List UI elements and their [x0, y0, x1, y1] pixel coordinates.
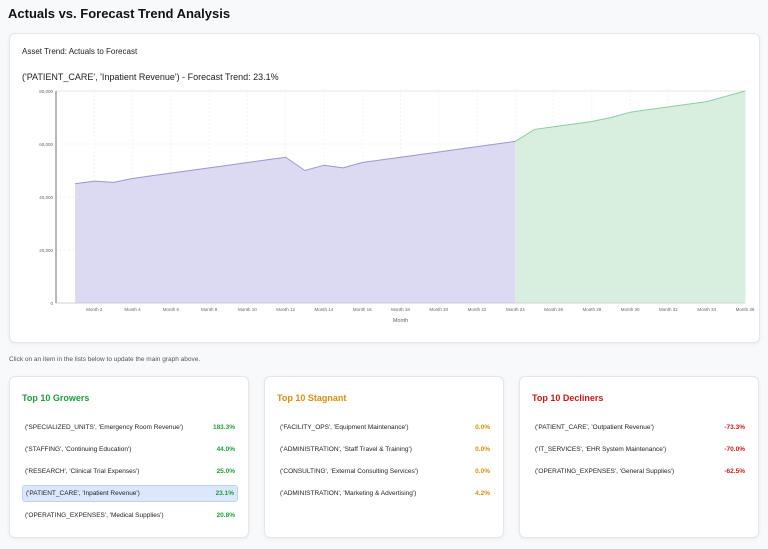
item-label: ('ADMINISTRATION', 'Marketing & Advertis… — [280, 490, 417, 497]
stagnant-list: ('FACILITY_OPS', 'Equipment Maintenance'… — [277, 419, 493, 507]
list-item[interactable]: ('IT_SERVICES', 'EHR System Maintenance'… — [532, 441, 748, 458]
x-tick-label: Month 22 — [468, 307, 487, 312]
page-title: Actuals vs. Forecast Trend Analysis — [8, 6, 231, 21]
item-label: ('OPERATING_EXPENSES', 'General Supplies… — [535, 468, 675, 475]
y-tick-label: 20,000 — [39, 248, 53, 253]
actual-area-line — [75, 140, 516, 185]
x-tick-label: Month 14 — [315, 307, 334, 312]
item-percent: -70.0% — [724, 446, 745, 453]
plot-title: ('PATIENT_CARE', 'Inpatient Revenue') - … — [22, 72, 279, 82]
stagnant-title: Top 10 Stagnant — [277, 393, 347, 403]
list-item[interactable]: ('SPECIALIZED_UNITS', 'Emergency Room Re… — [22, 419, 238, 436]
decliners-card: Top 10 Decliners ('PATIENT_CARE', 'Outpa… — [519, 376, 759, 538]
item-percent: 25.0% — [216, 468, 235, 475]
x-tick-label: Month 12 — [276, 307, 295, 312]
list-item[interactable]: ('OPERATING_EXPENSES', 'General Supplies… — [532, 463, 748, 480]
list-item[interactable]: ('PATIENT_CARE', 'Outpatient Revenue') -7… — [532, 419, 748, 436]
item-label: ('OPERATING_EXPENSES', 'Medical Supplies… — [25, 512, 164, 519]
hint-text: Click on an item in the lists below to u… — [9, 356, 201, 363]
y-tick-label: 80,000 — [39, 89, 53, 94]
y-tick-label: 40,000 — [39, 195, 53, 200]
growers-card: Top 10 Growers ('SPECIALIZED_UNITS', 'Em… — [9, 376, 249, 538]
item-percent: 20.8% — [216, 512, 235, 519]
list-item[interactable]: ('RESEARCH', 'Clinical Trial Expenses') 2… — [22, 463, 238, 480]
item-label: ('IT_SERVICES', 'EHR System Maintenance'… — [535, 446, 667, 453]
x-tick-label: Month 4 — [124, 307, 141, 312]
y-tick-label: 60,000 — [39, 142, 53, 147]
item-label: ('SPECIALIZED_UNITS', 'Emergency Room Re… — [25, 424, 184, 431]
actual-area — [75, 141, 516, 303]
list-item-selected[interactable]: ('PATIENT_CARE', 'Inpatient Revenue') 23.… — [22, 485, 238, 502]
growers-title: Top 10 Growers — [22, 393, 90, 403]
x-tick-label: Month 32 — [659, 307, 678, 312]
x-tick-label: Month 30 — [621, 307, 640, 312]
item-label: ('ADMINISTRATION', 'Staff Travel & Train… — [280, 446, 412, 453]
x-tick-label: Month 36 — [736, 307, 755, 312]
list-item[interactable]: ('CONSULTING', 'External Consulting Serv… — [277, 463, 493, 480]
item-percent: 183.3% — [212, 424, 235, 431]
list-item[interactable]: ('ADMINISTRATION', 'Staff Travel & Train… — [277, 441, 493, 458]
list-item[interactable]: ('OPERATING_EXPENSES', 'Medical Supplies… — [22, 507, 238, 524]
item-percent: 0.0% — [475, 424, 490, 431]
x-tick-label: Month 24 — [506, 307, 525, 312]
trend-chart: 0 20,000 40,000 60,000 80,000 Month 2 Month 4 M… — [39, 89, 755, 324]
forecast-area — [515, 91, 745, 303]
item-label: ('RESEARCH', 'Clinical Trial Expenses') — [25, 468, 140, 475]
item-percent: 23.1% — [215, 490, 234, 497]
x-tick-label: Month 18 — [391, 307, 410, 312]
y-tick-label: 0 — [50, 301, 53, 306]
growers-list: ('SPECIALIZED_UNITS', 'Emergency Room Re… — [22, 419, 238, 529]
item-percent: 44.0% — [216, 446, 235, 453]
x-tick-label: Month 34 — [697, 307, 716, 312]
item-label: ('FACILITY_OPS', 'Equipment Maintenance'… — [280, 424, 409, 431]
forecast-area-line — [515, 90, 746, 142]
x-tick-label: Month 6 — [163, 307, 180, 312]
x-tick-label: Month 20 — [429, 307, 448, 312]
decliners-list: ('PATIENT_CARE', 'Outpatient Revenue') -7… — [532, 419, 748, 485]
list-item[interactable]: ('FACILITY_OPS', 'Equipment Maintenance'… — [277, 419, 493, 436]
x-tick-label: Month 28 — [583, 307, 602, 312]
chart-card-title: Asset Trend: Actuals to Forecast — [22, 47, 138, 56]
item-percent: 0.0% — [475, 446, 490, 453]
item-label: ('PATIENT_CARE', 'Inpatient Revenue') — [26, 490, 140, 497]
list-item[interactable]: ('STAFFING', 'Continuing Education') 44.0… — [22, 441, 238, 458]
item-label: ('PATIENT_CARE', 'Outpatient Revenue') — [535, 424, 654, 431]
x-tick-label: Month 26 — [544, 307, 563, 312]
item-percent: 4.2% — [475, 490, 490, 497]
item-percent: -62.5% — [724, 468, 745, 475]
x-tick-label: Month 8 — [201, 307, 218, 312]
item-percent: -73.3% — [724, 424, 745, 431]
chart-card: Asset Trend: Actuals to Forecast ('PATIE… — [9, 33, 760, 343]
item-label: ('CONSULTING', 'External Consulting Serv… — [280, 468, 419, 475]
x-tick-label: Month 2 — [86, 307, 103, 312]
item-percent: 0.0% — [475, 468, 490, 475]
x-axis-label: Month — [393, 318, 408, 324]
list-item[interactable]: ('ADMINISTRATION', 'Marketing & Advertis… — [277, 485, 493, 502]
item-label: ('STAFFING', 'Continuing Education') — [25, 446, 132, 453]
x-tick-label: Month 16 — [353, 307, 372, 312]
x-tick-label: Month 10 — [238, 307, 257, 312]
decliners-title: Top 10 Decliners — [532, 393, 604, 403]
stagnant-card: Top 10 Stagnant ('FACILITY_OPS', 'Equipm… — [264, 376, 504, 538]
